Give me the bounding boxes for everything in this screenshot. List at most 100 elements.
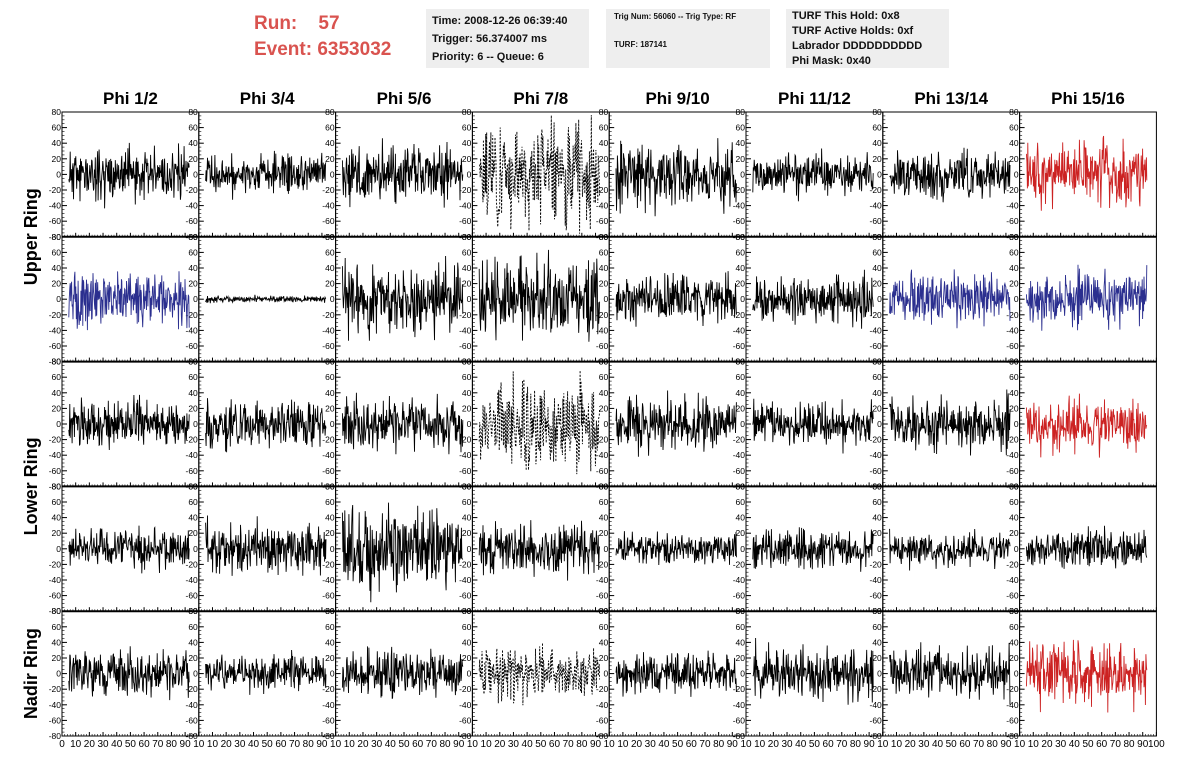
y-tick-label: 60: [1009, 372, 1019, 382]
y-tick-label: 60: [736, 372, 746, 382]
y-tick-label: -60: [733, 216, 746, 226]
y-tick-label: 0: [330, 419, 335, 429]
y-tick-label: 40: [462, 637, 472, 647]
y-tick-label: -20: [49, 310, 62, 320]
column-title: Phi 5/6: [377, 89, 432, 108]
x-tick-label: 20: [84, 739, 96, 750]
y-tick-label: -80: [733, 731, 746, 741]
y-tick-label: -20: [1006, 310, 1019, 320]
y-tick-label: -20: [186, 435, 199, 445]
y-tick-label: 0: [193, 419, 198, 429]
y-tick-label: 40: [1009, 263, 1019, 273]
y-tick-label: 40: [325, 138, 335, 148]
x-tick-label: 80: [987, 739, 999, 750]
x-tick-label: 10: [1014, 739, 1026, 750]
y-tick-label: 60: [325, 372, 335, 382]
y-tick-label: -60: [1006, 591, 1019, 601]
y-tick-label: 0: [877, 544, 882, 554]
x-tick-label: 50: [672, 739, 684, 750]
x-tick-label: 30: [781, 739, 793, 750]
y-tick-label: 40: [872, 513, 882, 523]
y-tick-label: 20: [52, 653, 62, 663]
y-tick-label: 0: [740, 419, 745, 429]
y-tick-label: 60: [1009, 622, 1019, 632]
x-tick-label: 10: [754, 739, 766, 750]
y-tick-label: -80: [49, 606, 62, 616]
y-tick-label: 0: [467, 669, 472, 679]
y-tick-label: 20: [872, 279, 882, 289]
y-tick-label: -40: [186, 450, 199, 460]
y-tick-label: 0: [877, 419, 882, 429]
y-tick-label: -60: [49, 341, 62, 351]
y-tick-label: -40: [870, 450, 883, 460]
x-tick-label: 40: [522, 739, 534, 750]
y-tick-label: -60: [322, 216, 335, 226]
y-tick-label: -20: [733, 684, 746, 694]
y-tick-label: 40: [188, 388, 198, 398]
y-tick-label: 0: [603, 169, 608, 179]
y-tick-label: 60: [325, 497, 335, 507]
waveform-trace: [889, 642, 1011, 705]
y-tick-label: 60: [462, 497, 472, 507]
column-title: Phi 9/10: [645, 89, 709, 108]
y-tick-label: -80: [322, 481, 335, 491]
y-tick-label: 20: [1009, 653, 1019, 663]
column-title: Phi 11/12: [778, 89, 851, 108]
y-tick-label: 40: [599, 263, 609, 273]
y-tick-label: 40: [872, 637, 882, 647]
y-tick-label: -20: [1006, 559, 1019, 569]
y-tick-label: -60: [322, 341, 335, 351]
waveform-trace: [615, 271, 737, 327]
x-tick-label: 10: [467, 739, 479, 750]
y-tick-label: -60: [1006, 466, 1019, 476]
y-tick-label: 60: [188, 123, 198, 133]
waveform-trace: [341, 255, 464, 341]
y-tick-label: 60: [188, 372, 198, 382]
y-tick-label: -20: [733, 435, 746, 445]
y-tick-label: -40: [1006, 325, 1019, 335]
y-tick-label: 40: [872, 388, 882, 398]
y-tick-label: 0: [56, 169, 61, 179]
y-tick-label: -40: [733, 325, 746, 335]
y-tick-label: 40: [52, 138, 62, 148]
y-tick-label: 60: [1009, 497, 1019, 507]
y-tick-label: -40: [1006, 700, 1019, 710]
y-tick-label: 80: [872, 107, 882, 117]
y-tick-label: 60: [462, 372, 472, 382]
y-tick-label: 20: [188, 528, 198, 538]
y-tick-label: -80: [186, 357, 199, 367]
y-tick-label: -80: [596, 357, 609, 367]
y-tick-label: -80: [870, 731, 883, 741]
y-tick-label: 60: [188, 497, 198, 507]
x-tick-label: 70: [563, 739, 575, 750]
waveform-trace: [752, 269, 874, 329]
x-tick-label: 20: [494, 739, 506, 750]
y-tick-label: -20: [459, 559, 472, 569]
y-tick-label: 80: [325, 107, 335, 117]
x-tick-label: 20: [1041, 739, 1053, 750]
y-tick-label: -20: [459, 310, 472, 320]
y-tick-label: 60: [462, 622, 472, 632]
y-tick-label: -20: [870, 310, 883, 320]
y-tick-label: 20: [736, 154, 746, 164]
x-tick-label: 60: [139, 739, 151, 750]
y-tick-label: -80: [186, 481, 199, 491]
y-tick-label: 60: [325, 247, 335, 257]
y-tick-label: -60: [322, 466, 335, 476]
y-tick-label: 0: [467, 544, 472, 554]
y-tick-label: -60: [186, 591, 199, 601]
y-tick-label: -40: [49, 575, 62, 585]
run-line: Run: 57: [254, 11, 391, 37]
x-tick-label: 30: [645, 739, 657, 750]
waveform-trace: [1025, 525, 1148, 569]
x-tick-label: 50: [809, 739, 821, 750]
y-tick-label: 40: [462, 513, 472, 523]
y-tick-label: -20: [49, 684, 62, 694]
y-tick-label: 0: [1014, 544, 1019, 554]
event-line: Event: 6353032: [254, 37, 391, 63]
y-tick-label: -40: [733, 575, 746, 585]
y-tick-label: 20: [52, 154, 62, 164]
y-tick-label: 40: [1009, 637, 1019, 647]
waveform-trace: [752, 527, 874, 572]
y-tick-label: 40: [736, 263, 746, 273]
